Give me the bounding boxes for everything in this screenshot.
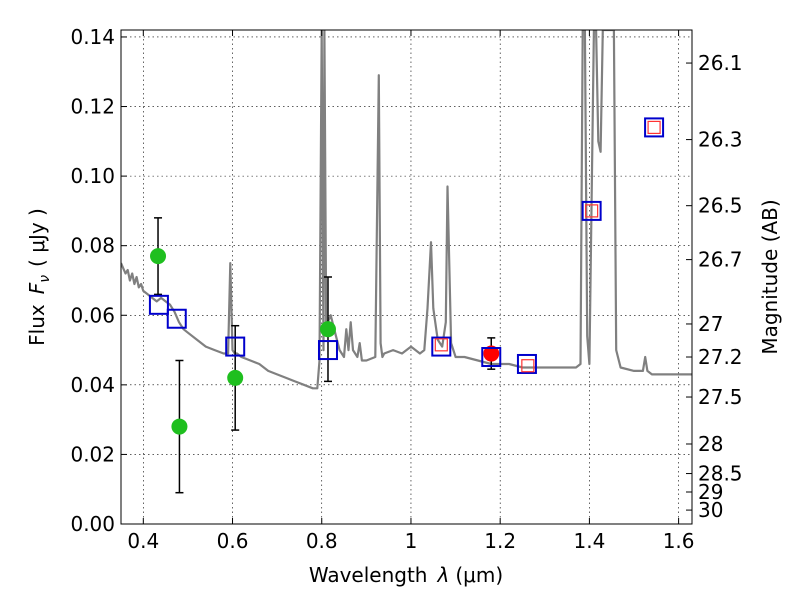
- x-tick-label: 1: [405, 529, 418, 553]
- y-tick-label: 0.06: [70, 303, 115, 327]
- model-blue-point: [516, 353, 537, 374]
- y-tick-label: 0.02: [70, 442, 115, 466]
- y-tick-label: 0.00: [70, 512, 115, 536]
- y2-tick-label: 30: [698, 498, 723, 522]
- x-tick-label: 0.6: [217, 529, 249, 553]
- y2-tick-label: 28: [698, 432, 723, 456]
- observed-green-point: [150, 248, 167, 265]
- y2-tick-label: 26.5: [698, 194, 743, 218]
- model-blue-point: [481, 347, 502, 368]
- x-tick-label: 0.4: [127, 529, 159, 553]
- model-blue-point: [317, 340, 338, 361]
- model-blue-point: [581, 200, 602, 221]
- y-tick-label: 0.10: [70, 164, 115, 188]
- observed-green-point: [171, 418, 188, 435]
- y2-tick-label: 29: [698, 480, 723, 504]
- model-spectrum-line: [121, 30, 692, 390]
- x-tick-label: 1.2: [484, 529, 516, 553]
- model-red-point: [647, 120, 661, 135]
- y2-tick-label: 27.2: [698, 345, 743, 369]
- data-markers: [148, 117, 665, 435]
- observed-red-point: [483, 345, 500, 362]
- model-blue-point: [644, 117, 665, 138]
- x-tick-label: 1.6: [663, 529, 695, 553]
- model-blue-point: [148, 294, 169, 315]
- model-red-point: [521, 359, 535, 373]
- plot-frame: [120, 29, 693, 525]
- x-tick-label: 1.4: [573, 529, 605, 553]
- model-blue-point: [166, 308, 187, 329]
- y2-tick-label: 26.7: [698, 248, 743, 272]
- model-blue-point: [225, 336, 246, 357]
- observed-green-point: [319, 321, 336, 338]
- model-red-point: [585, 204, 599, 218]
- model-blue-point: [431, 336, 452, 357]
- y2-tick-label: 27: [698, 312, 723, 336]
- y2-tick-label: 27.5: [698, 385, 743, 409]
- model-red-point: [434, 338, 448, 352]
- y-tick-label: 0.14: [70, 25, 115, 49]
- x-axis: 0.4 0.6 0.8 1 1.2 1.4 1.6: [127, 30, 695, 553]
- y-tick-label: 0.12: [70, 95, 115, 119]
- y2-tick-label: 28.5: [698, 462, 743, 486]
- y-axis: 0.00 0.02 0.04 0.06 0.08 0.10 0.12 0.14: [70, 25, 127, 536]
- y-tick-label: 0.08: [70, 234, 115, 258]
- y2-tick-label: 26.1: [698, 51, 743, 75]
- observed-green-point: [227, 369, 244, 386]
- x-axis-label: Wavelength λ (μm): [309, 563, 503, 587]
- x-tick-label: 0.8: [306, 529, 338, 553]
- y2-tick-label: 26.3: [698, 128, 743, 152]
- plot-area: [121, 30, 692, 494]
- y2-axis-label: Magnitude (AB): [758, 199, 782, 354]
- plot-background: [121, 30, 692, 524]
- y-axis-label: FluxFν( μJy ): [25, 208, 53, 346]
- y-tick-label: 0.04: [70, 373, 115, 397]
